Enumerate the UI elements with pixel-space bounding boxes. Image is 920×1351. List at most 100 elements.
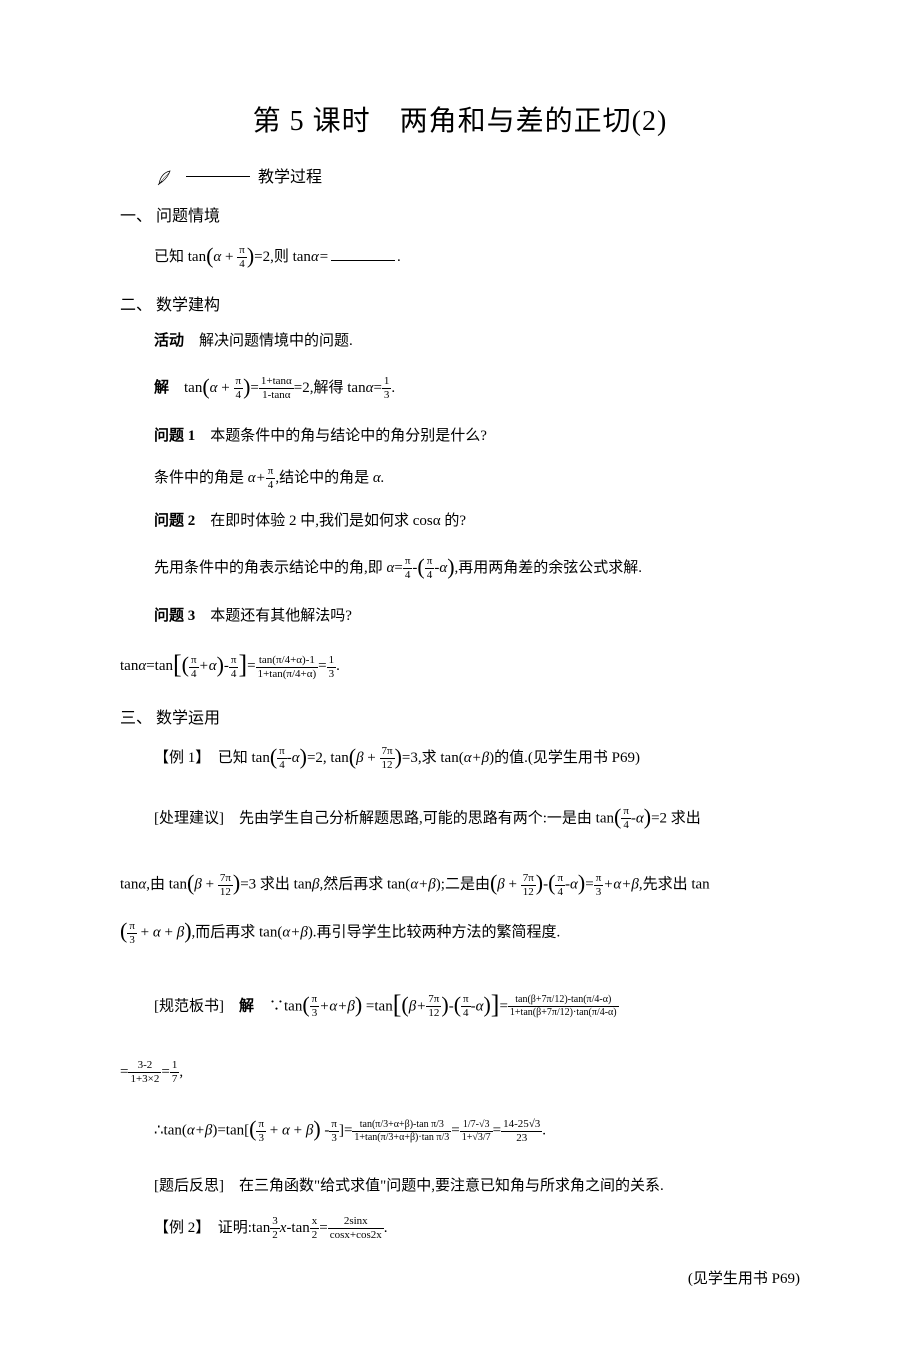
var: α	[292, 750, 300, 766]
section-header: 教学过程	[156, 165, 800, 191]
fraction: π4	[266, 466, 276, 491]
plus: +	[290, 1123, 306, 1139]
eq: =	[451, 1123, 459, 1139]
text: =tan	[362, 998, 393, 1014]
var: α+β	[613, 877, 638, 893]
example-2: 【例 2】 证明:tan32x-tanx2=2sinxcosx+cos2x.	[154, 1216, 800, 1241]
q3-line: 问题 3 本题还有其他解法吗?	[154, 604, 800, 628]
refl-text: 在三角函数"给式求值"问题中,要注意已知角与所求角之间的关系.	[224, 1178, 664, 1194]
paren: (	[270, 744, 277, 769]
paren: (	[401, 992, 408, 1017]
var: α.	[373, 470, 385, 486]
eq: =	[499, 998, 507, 1014]
fraction: 7π12	[380, 746, 395, 771]
solve-label: 解	[154, 380, 169, 396]
activity-text: 解决问题情境中的问题.	[184, 333, 353, 349]
paren: )	[243, 374, 250, 399]
advice-block: [处理建议] 先由学生自己分析解题思路,可能的思路有两个:一是由 tan(π4-…	[154, 795, 800, 843]
var: β	[356, 750, 363, 766]
fraction: π4	[461, 994, 471, 1019]
text: =3,求 tan(	[402, 750, 464, 766]
fraction: 14-25√323	[501, 1119, 542, 1144]
fraction: tan(π/3+α+β)-tan π/31+tan(π/3+α+β)·tan π…	[352, 1120, 451, 1143]
var: α+β	[410, 877, 435, 893]
fraction: π3	[127, 921, 137, 946]
eq: =	[493, 1123, 501, 1139]
section-header-label: 教学过程	[258, 165, 322, 191]
paren: )	[233, 870, 240, 895]
paren: (	[614, 804, 621, 829]
paren: (	[182, 652, 189, 677]
eq: =	[319, 1220, 327, 1236]
header-line	[186, 176, 250, 177]
q2-text: 在即时体验 2 中,我们是如何求 cosα 的?	[195, 513, 466, 529]
standard-block-l2: =3-21+3×2=17,	[120, 1056, 800, 1089]
fraction: tan(β+7π/12)-tan(π/4-α)1+tan(β+7π/12)·ta…	[508, 995, 619, 1018]
q3-answer: tanα=tan[(π4+α)-π4]=tan(π/4+α)-11+tan(π/…	[120, 646, 800, 688]
paren: (	[490, 870, 497, 895]
eq: =	[161, 1064, 169, 1080]
text: ∴tan(	[154, 1123, 187, 1139]
paren: )	[644, 804, 651, 829]
var: α+β	[329, 998, 354, 1014]
paren: (	[187, 870, 194, 895]
text: =tan	[146, 658, 173, 674]
q3-text: 本题还有其他解法吗?	[195, 608, 352, 624]
blank-fill	[331, 260, 395, 261]
eq: =	[250, 380, 258, 396]
fraction: π4	[277, 746, 287, 771]
plus: +	[266, 1123, 282, 1139]
fraction: 1+tanα1-tanα	[259, 376, 294, 401]
paren: )	[217, 652, 224, 677]
q1-label: 问题 1	[154, 428, 195, 444]
q2-answer: 先用条件中的角表示结论中的角,即 α=π4-(π4-α),再用两角差的余弦公式求…	[154, 551, 800, 586]
section-1-title: 一、 问题情境	[120, 204, 800, 230]
eq: =	[344, 1123, 352, 1139]
eq: =	[247, 658, 255, 674]
plus: +	[218, 380, 234, 396]
fraction: 32	[270, 1216, 280, 1241]
minus: -	[449, 998, 454, 1014]
standard-block: [规范板书] 解 ∵tan(π3+α+β) =tan[(β+7π12)-(π4-…	[154, 976, 800, 1038]
var: β	[194, 877, 201, 893]
fraction: x2	[310, 1216, 320, 1241]
plus: +	[505, 877, 521, 893]
paren: )	[578, 870, 585, 895]
fraction: π4	[621, 806, 631, 831]
paren: (	[417, 554, 424, 579]
text: ,先求出 tan	[639, 877, 710, 893]
paren: )	[355, 992, 362, 1017]
text: ∵tan	[254, 998, 302, 1014]
text: =2,则 tan	[254, 249, 311, 265]
plus: +	[199, 658, 209, 674]
var: α+β	[464, 750, 489, 766]
text: 已知 tan	[154, 249, 206, 265]
q2-label: 问题 2	[154, 513, 195, 529]
q1-answer: 条件中的角是 α+π4,结论中的角是 α.	[154, 466, 800, 491]
section-3-title: 三、 数学运用	[120, 706, 800, 732]
eq: =	[585, 877, 593, 893]
plus: +	[202, 877, 218, 893]
paren: )	[483, 992, 490, 1017]
period: .	[391, 380, 395, 396]
paren: )	[441, 992, 448, 1017]
period: .	[384, 1220, 388, 1236]
std-label: [规范板书]	[154, 998, 224, 1014]
text: )的值.(见学生用书 P69)	[489, 750, 640, 766]
page-title: 第 5 课时 两角和与差的正切(2)	[120, 100, 800, 145]
eq: =	[394, 560, 402, 576]
reflection-line: [题后反思] 在三角函数"给式求值"问题中,要注意已知角与所求角之间的关系.	[154, 1174, 800, 1198]
fraction: π4	[555, 873, 565, 898]
ex1-label: 【例 1】	[154, 750, 203, 766]
fraction: 7π12	[218, 873, 233, 898]
text: =2, tan	[307, 750, 349, 766]
text: tan	[120, 658, 138, 674]
fraction: π3	[310, 994, 320, 1019]
ex2-label: 【例 2】	[154, 1220, 203, 1236]
minus: -	[321, 1123, 330, 1139]
var: α	[209, 658, 217, 674]
eq: =	[120, 1064, 128, 1080]
var: α+β	[282, 925, 307, 941]
var: α	[210, 380, 218, 396]
text: ,而后再求 tan(	[192, 925, 283, 941]
